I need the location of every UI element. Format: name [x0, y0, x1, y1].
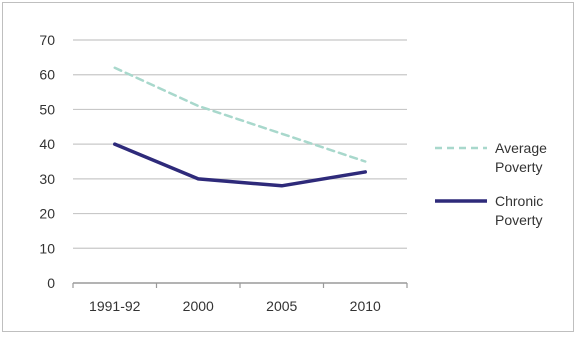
- legend-label: Average: [495, 140, 547, 156]
- axes: [73, 283, 407, 288]
- legend-label: Poverty: [495, 212, 542, 228]
- x-tick-labels: 1991-92 2000 2005 2010: [89, 298, 381, 314]
- x-tick-label: 2010: [350, 298, 381, 314]
- legend-label: Chronic: [495, 193, 543, 209]
- x-tick-label: 1991-92: [89, 298, 141, 314]
- y-tick-labels: 0 10 20 30 40 50 60 70: [39, 32, 55, 291]
- chart-frame: 0 10 20 30 40 50 60 70 1991-92 2000 2005 2010 Aver…: [2, 2, 574, 332]
- y-tick-label: 70: [39, 32, 55, 48]
- y-tick-label: 0: [47, 275, 55, 291]
- x-tick-label: 2000: [183, 298, 214, 314]
- legend-label: Poverty: [495, 159, 542, 175]
- series-lines: [115, 68, 366, 186]
- y-tick-label: 50: [39, 101, 55, 117]
- legend: Average Poverty Chronic Poverty: [435, 140, 547, 228]
- y-tick-label: 60: [39, 67, 55, 83]
- gridlines: [73, 40, 407, 248]
- y-tick-label: 30: [39, 171, 55, 187]
- y-tick-label: 10: [39, 240, 55, 256]
- line-chart: 0 10 20 30 40 50 60 70 1991-92 2000 2005 2010 Aver…: [3, 3, 575, 333]
- series-line-chronic-poverty: [115, 144, 366, 186]
- x-tick-label: 2005: [266, 298, 297, 314]
- y-tick-label: 40: [39, 136, 55, 152]
- series-line-average-poverty: [115, 68, 366, 162]
- y-tick-label: 20: [39, 206, 55, 222]
